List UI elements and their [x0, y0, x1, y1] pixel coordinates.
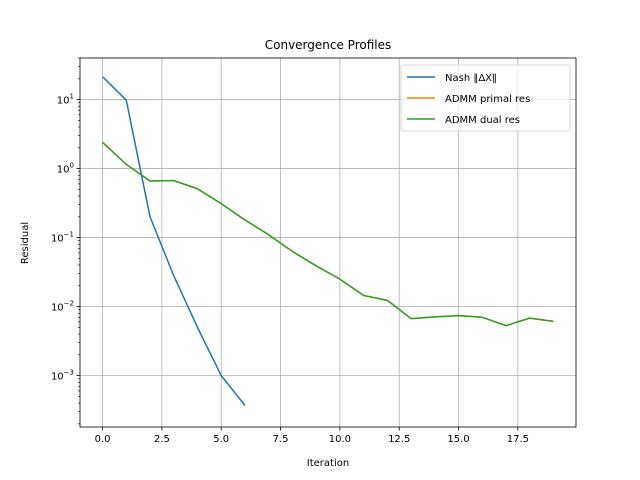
y-axis-label: Residual: [20, 222, 31, 264]
x-axis-label: Iteration: [307, 458, 349, 469]
plot-area: 0.0 2.5 5.0 7.5 10.0 12.5 15.0 17.5 10−3 10−2 10−1…: [51, 57, 577, 445]
y-tick-label: 10−2: [51, 300, 74, 314]
y-tick-label: 101: [57, 93, 74, 107]
x-tick-label: 15.0: [447, 434, 469, 445]
legend-label: Nash ‖ΔX‖: [445, 73, 497, 84]
y-tick-label: 10−1: [51, 231, 74, 245]
x-tick-label: 7.5: [273, 434, 289, 445]
x-tick-label: 2.5: [154, 434, 170, 445]
x-tick-label: 5.0: [213, 434, 229, 445]
series-line-1: [102, 76, 246, 406]
legend-label: ADMM primal res: [445, 94, 530, 105]
x-tick-label: 0.0: [95, 434, 111, 445]
y-tick-label: 10−3: [51, 369, 74, 383]
x-tick-label: 17.5: [507, 434, 529, 445]
chart-title: Convergence Profiles: [265, 38, 392, 52]
y-tick-label: 100: [57, 162, 74, 176]
legend: Nash ‖ΔX‖ ADMM primal res ADMM dual res: [400, 64, 571, 132]
axes-frame: [79, 57, 577, 428]
x-tick-label: 12.5: [388, 434, 410, 445]
x-tick-label: 10.0: [329, 434, 351, 445]
legend-label: ADMM dual res: [445, 115, 520, 126]
legend-box: [400, 64, 571, 132]
series-line-3: [102, 141, 554, 327]
